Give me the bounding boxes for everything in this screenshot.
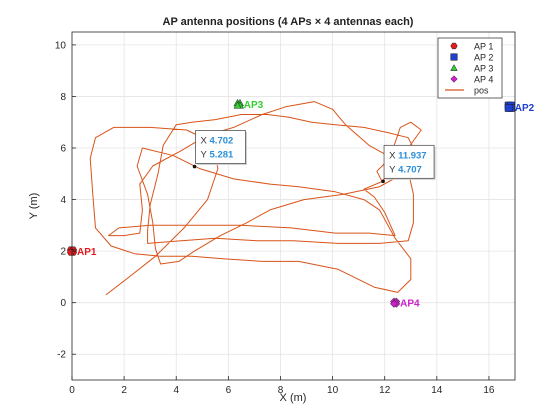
ticks-layer: 0 2 4 6 8 10 12 14 16 -2 0 2 4 6 8 10 [55, 40, 495, 396]
x-axis-label: X (m) [280, 392, 307, 404]
ap-label-2: AP2 [515, 103, 535, 114]
legend-marker-swatch [450, 53, 458, 61]
datatip-x-label: X [389, 150, 396, 161]
legend-marker-swatch [450, 75, 458, 83]
y-tick-label: 0 [60, 298, 66, 309]
datatip-point [192, 164, 197, 169]
y-tick-label: 4 [60, 195, 66, 206]
y-tick-label: 2 [60, 247, 66, 258]
datatip-y-label: Y [389, 164, 396, 175]
y-tick-label: 6 [60, 144, 66, 155]
y-tick-label: 8 [60, 92, 66, 103]
x-tick-label: 2 [121, 385, 127, 396]
legend-entry-label: AP 3 [474, 64, 493, 74]
trajectory-line [89, 101, 422, 296]
datatip-x-label: X [201, 136, 208, 147]
x-tick-label: 4 [173, 385, 179, 396]
datatip-y-value: 4.707 [398, 164, 422, 175]
x-tick-label: 12 [379, 385, 391, 396]
x-tick-label: 16 [483, 385, 495, 396]
x-tick-label: 10 [327, 385, 339, 396]
legend-entry-label: AP 4 [474, 75, 493, 85]
datatip-y-label: Y [201, 150, 208, 161]
x-tick-label: 6 [226, 385, 232, 396]
datatip-x-value: 4.702 [210, 136, 234, 147]
ap-label-3: AP3 [244, 100, 264, 111]
ap-marker-3 [233, 98, 245, 109]
antenna-marker [389, 299, 398, 308]
ap-marker-2 [504, 101, 515, 112]
legend-box [437, 37, 503, 99]
legend-entry-label: pos [474, 86, 489, 96]
y-tick-label: -2 [57, 350, 66, 361]
trajectory-layer [89, 101, 422, 296]
datatip-y-value: 5.281 [210, 150, 234, 161]
legend-marker-swatch [450, 64, 458, 71]
antenna-marker [233, 101, 242, 109]
datatip-box [383, 144, 435, 179]
x-tick-label: 0 [69, 385, 75, 396]
datatip-x-value: 11.937 [398, 150, 427, 161]
y-axis-label: Y (m) [28, 193, 40, 220]
chart-title: AP antenna positions (4 APs × 4 antennas… [163, 16, 414, 28]
antenna-marker [66, 248, 75, 256]
legend-marker-swatch [450, 42, 458, 50]
x-tick-label: 8 [278, 385, 284, 396]
ap-label-4: AP4 [400, 299, 420, 310]
x-tick-label: 14 [431, 385, 443, 396]
y-tick-label: 10 [55, 40, 67, 51]
antenna-marker [504, 104, 513, 112]
ap-label-1: AP1 [77, 247, 97, 258]
legend-entry-label: AP 2 [474, 53, 493, 63]
legend-entry-label: AP 1 [474, 42, 493, 52]
axes-box [71, 31, 516, 381]
datatip-box [195, 130, 246, 164]
ap-marker-4 [389, 297, 401, 308]
datatip-point [381, 179, 385, 184]
